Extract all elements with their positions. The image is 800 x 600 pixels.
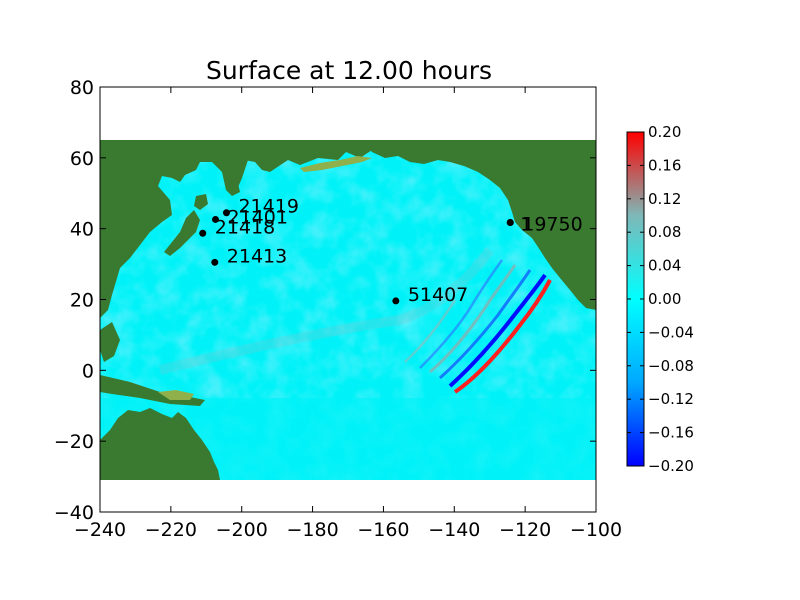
gauge-label-19750: 19750	[522, 213, 582, 235]
wavefront-red	[453, 279, 552, 394]
land-philippines	[100, 322, 120, 362]
wavefront-blue-1	[448, 273, 547, 388]
gauge-label-51407: 51407	[408, 284, 468, 306]
colorbar-tick-label: −0.08	[648, 357, 694, 375]
gauge-label-21413: 21413	[227, 245, 287, 267]
gauge-label-21401: 21401	[227, 206, 287, 228]
gauge-point	[506, 218, 514, 226]
wavefront-blue-2	[438, 269, 532, 380]
y-tick-label: 20	[70, 290, 94, 312]
land-north-america	[360, 140, 596, 310]
tsunami-wavefront	[158, 246, 552, 394]
y-tick-label: −20	[54, 431, 94, 453]
colorbar-tick-label: −0.12	[648, 390, 694, 408]
colorbar-tick-label: 0.00	[648, 290, 681, 308]
y-axis-ticks: 80 60 40 20 0 −20 −40	[54, 77, 596, 524]
colorbar-tick-label: 0.12	[648, 190, 681, 208]
x-tick-label: −100	[570, 519, 622, 541]
gauge-label-21419: 21419	[238, 196, 298, 218]
x-tick-label: −240	[74, 519, 126, 541]
gauge-point	[392, 297, 400, 305]
land-asia-russia	[100, 140, 395, 318]
colorbar-tick-label: 0.08	[648, 223, 681, 241]
colorbar-tick-label: 0.16	[648, 156, 681, 174]
colorbar-tick-label: 0.04	[648, 257, 681, 275]
wavefront-outer	[158, 246, 494, 375]
wavefront-grey-2	[404, 299, 457, 363]
x-tick-label: −180	[286, 519, 338, 541]
y-tick-label: −40	[54, 502, 94, 524]
colorbar-tick-label: 0.20	[648, 123, 681, 141]
land-japan	[164, 210, 200, 256]
x-tick-label: −120	[499, 519, 551, 541]
land-hokkaido	[194, 194, 208, 210]
y-tick-label: 80	[70, 77, 94, 99]
wavefront-grey-1	[429, 264, 517, 374]
colorbar-tick-label: −0.16	[648, 424, 694, 442]
land-kamchatka	[228, 150, 248, 192]
gauge-point	[211, 215, 219, 223]
x-axis-ticks: −240 −220 −200 −180 −160 −140 −120 −100	[74, 87, 622, 541]
wavefront-blue-3	[419, 259, 504, 369]
gauge-point	[199, 229, 207, 237]
colorbar-tick-label: −0.20	[648, 457, 694, 475]
gauge-point	[211, 258, 219, 266]
x-tick-label: −200	[216, 519, 268, 541]
colorbar: 0.20 0.16 0.12 0.08 0.04 0.00 −0.04 −0.08 −0.12 −…	[626, 123, 694, 475]
gauge-point	[222, 209, 230, 217]
gauge-label-21418: 21418	[215, 216, 275, 238]
colorbar-tick-label: −0.04	[648, 323, 694, 341]
colorbar-ticks: 0.20 0.16 0.12 0.08 0.04 0.00 −0.04 −0.08 −0.12 −…	[627, 123, 694, 475]
land-new-guinea	[158, 390, 194, 400]
x-tick-label: −160	[357, 519, 409, 541]
land-australia	[100, 408, 220, 480]
y-tick-label: 60	[70, 148, 94, 170]
gauge-label-1: 1	[520, 213, 532, 235]
x-tick-label: −140	[428, 519, 480, 541]
plot-title: Surface at 12.00 hours	[206, 56, 492, 85]
land-aleutians	[300, 156, 372, 172]
y-tick-label: 40	[70, 219, 94, 241]
x-tick-label: −220	[145, 519, 197, 541]
y-tick-label: 0	[82, 360, 94, 382]
